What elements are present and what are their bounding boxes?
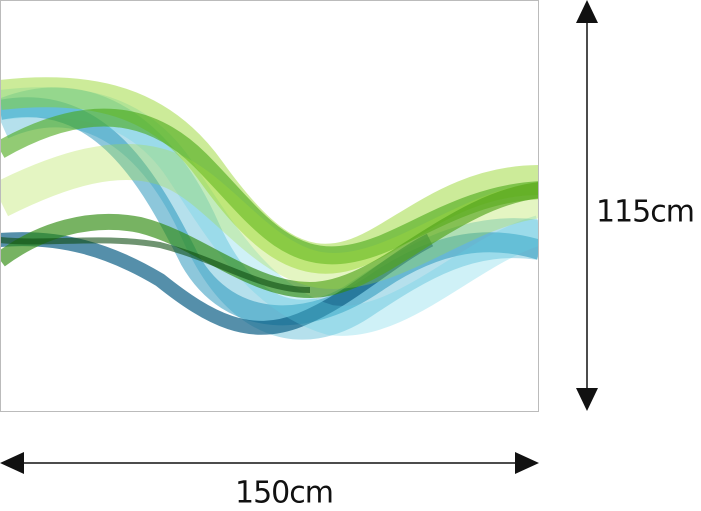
width-arrow: [0, 452, 539, 474]
width-label: 150cm: [235, 476, 333, 511]
height-arrow: [576, 0, 598, 411]
mural-frame: [0, 0, 539, 412]
wave-artwork: [0, 77, 539, 340]
height-label: 115cm: [596, 195, 694, 230]
